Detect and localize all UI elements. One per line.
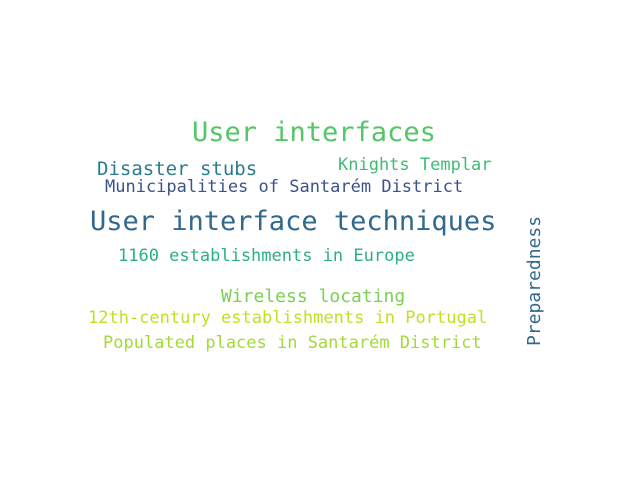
word-wireless-locating: Wireless locating [221,288,405,306]
word-knights-templar: Knights Templar [338,157,492,174]
word-populated-places-in-santarem-district: Populated places in Santarém District [103,335,482,352]
word-user-interface-techniques: User interface techniques [90,208,496,235]
word-preparedness: Preparedness [526,216,544,346]
word-municipalities-of-santarem-district: Municipalities of Santarém District [105,179,463,196]
word-user-interfaces: User interfaces [192,119,436,146]
word-12th-century-establishments-in-portugal: 12th-century establishments in Portugal [88,310,487,327]
word-1160-establishments-in-europe: 1160 establishments in Europe [118,248,415,265]
